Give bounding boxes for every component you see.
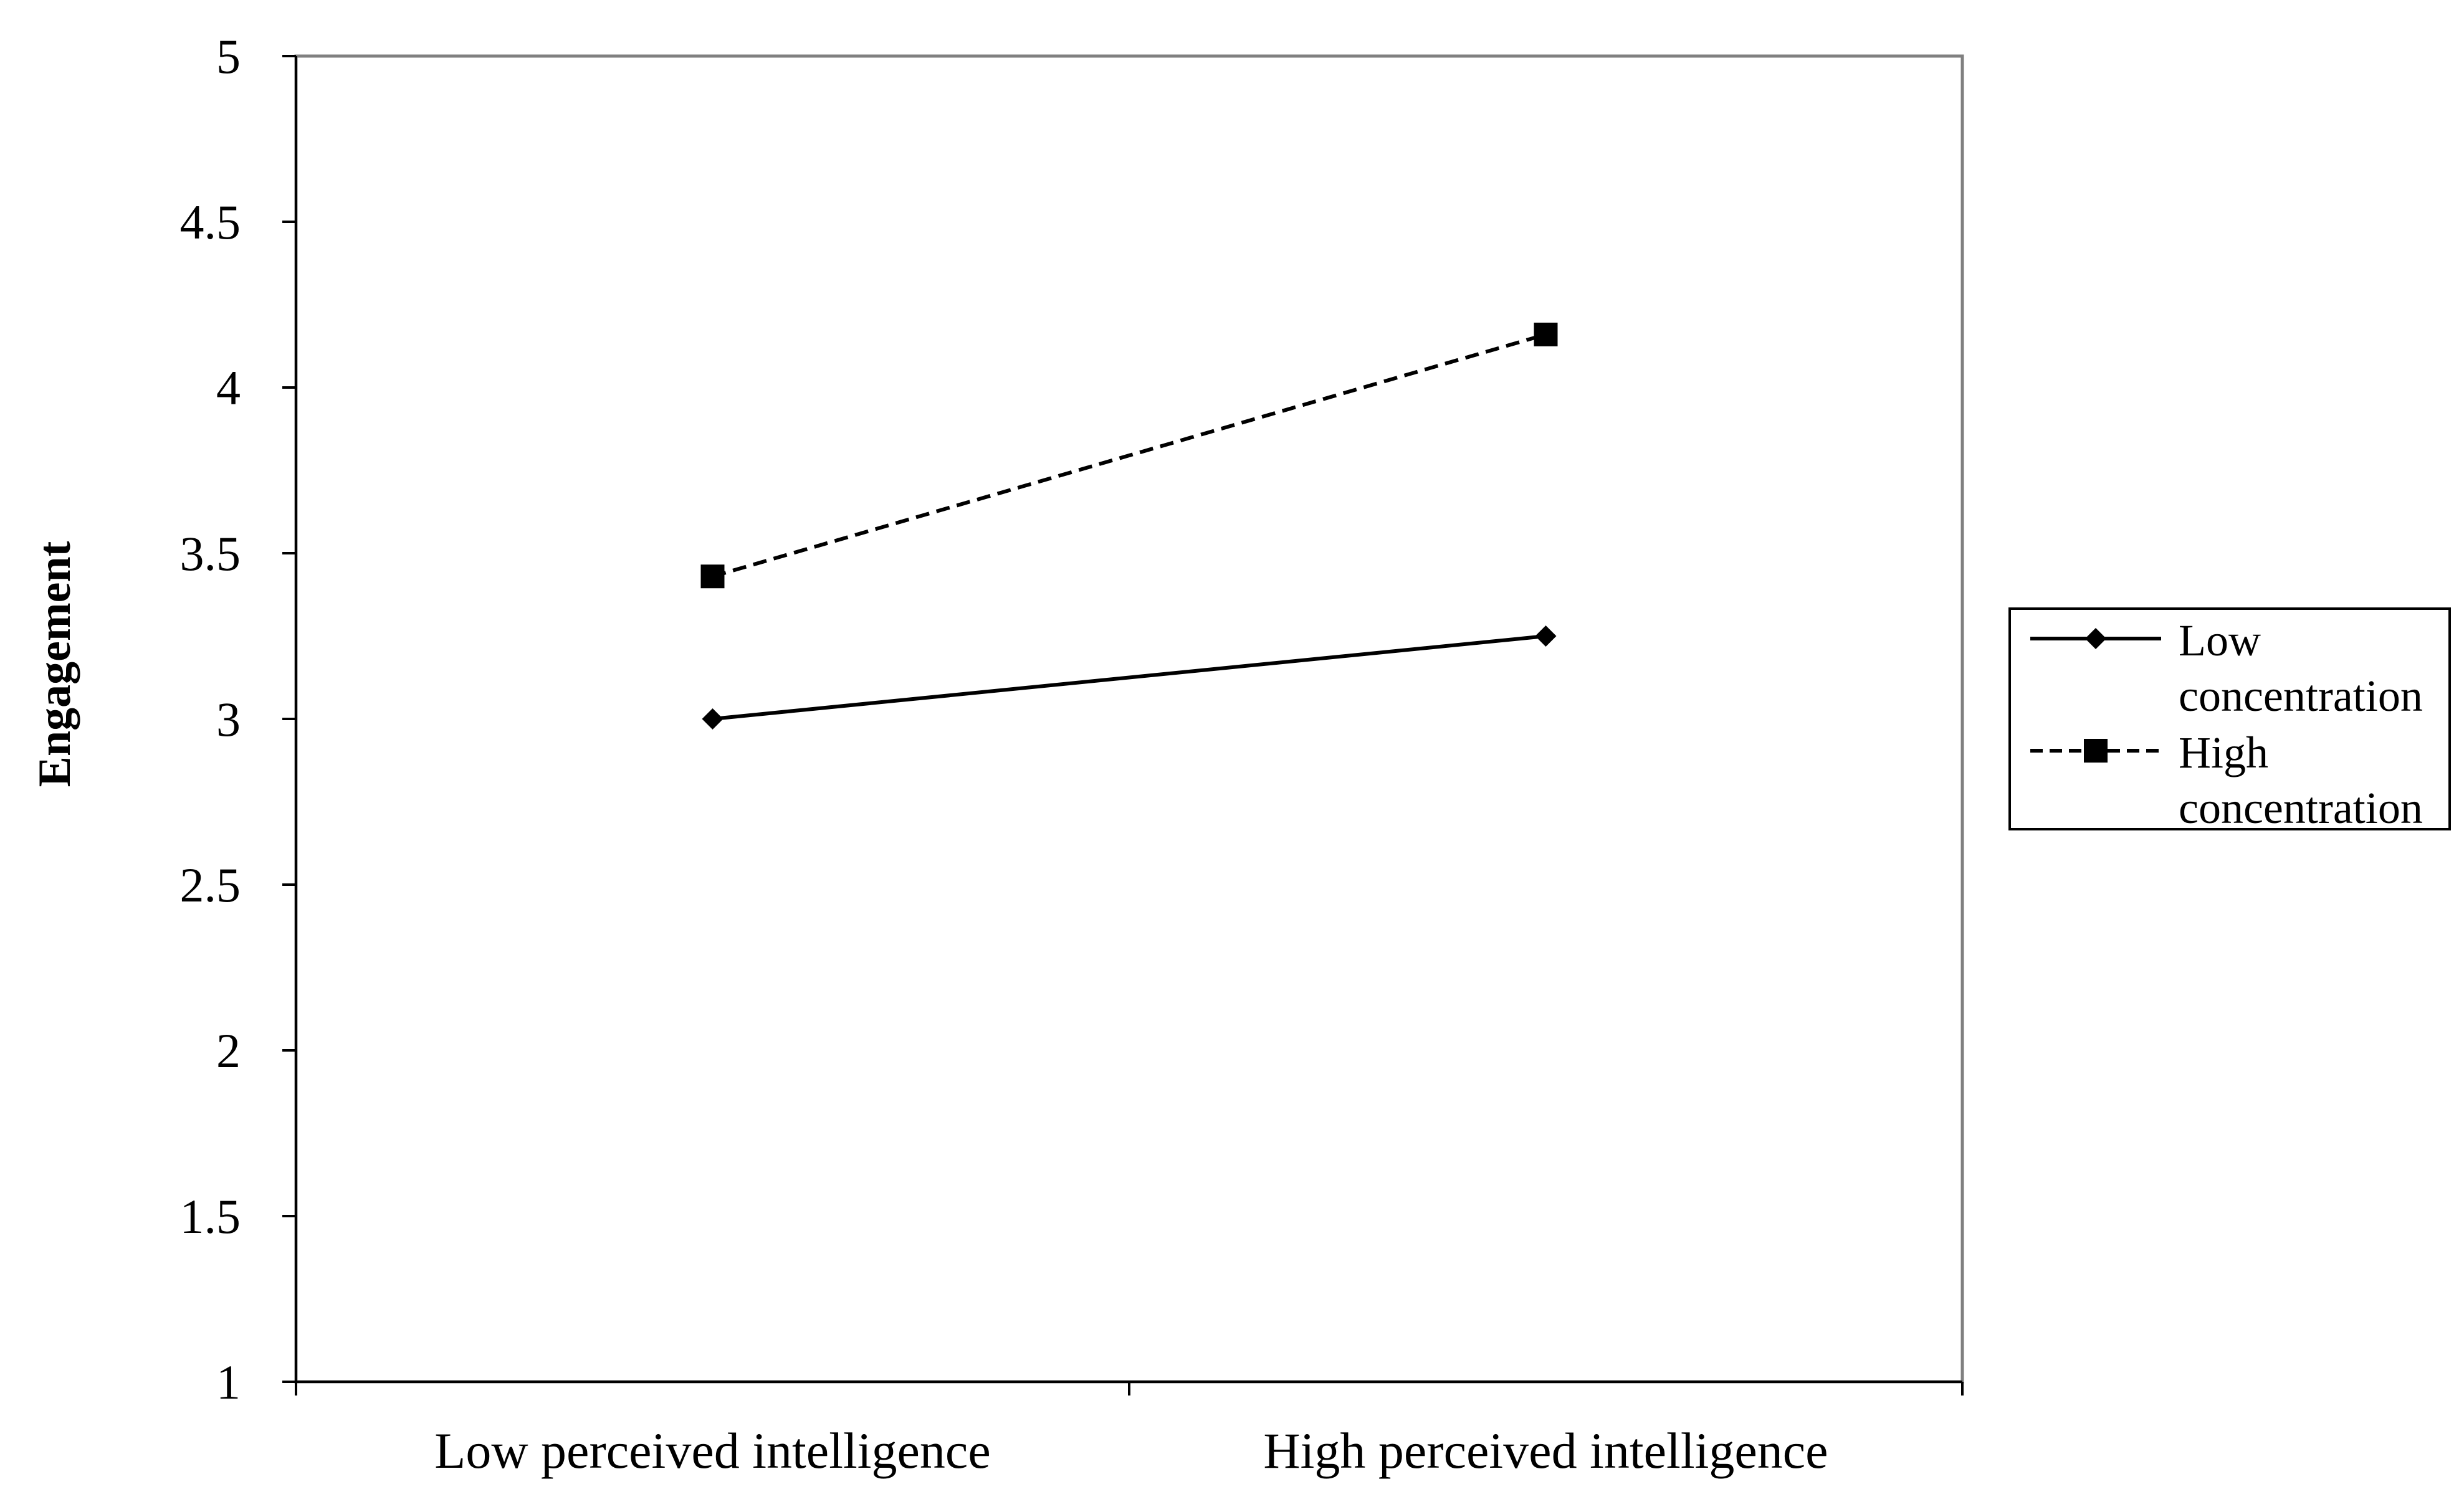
legend-box bbox=[2008, 607, 2451, 830]
y-tick-label: 3.5 bbox=[180, 526, 241, 581]
y-tick-label: 4.5 bbox=[180, 195, 241, 249]
plot-area bbox=[294, 54, 1964, 1384]
series-line-2 bbox=[712, 332, 1547, 579]
y-tick-label: 1 bbox=[216, 1355, 241, 1409]
data-point bbox=[1535, 625, 1557, 647]
legend-label: concentration bbox=[2179, 783, 2423, 833]
legend-label: concentration bbox=[2179, 671, 2423, 721]
y-axis-label: Engagement bbox=[29, 541, 80, 787]
legend: Low concentration High concentration bbox=[2008, 607, 2451, 833]
y-tick-label: 1.5 bbox=[180, 1189, 241, 1243]
legend-label: High bbox=[2179, 728, 2268, 777]
legend-label: Low bbox=[2179, 616, 2261, 665]
y-axis-ticks: 1 1.5 2 2.5 3 3.5 4 4.5 5 bbox=[180, 29, 296, 1409]
series-layer bbox=[700, 322, 1558, 730]
y-tick-label: 2.5 bbox=[180, 858, 241, 912]
legend-marker bbox=[2085, 628, 2106, 649]
y-tick-label: 2 bbox=[216, 1024, 241, 1078]
y-tick-label: 3 bbox=[216, 692, 241, 746]
data-point bbox=[1534, 322, 1558, 346]
data-point bbox=[700, 564, 725, 589]
x-tick-label: Low perceived intelligence bbox=[434, 1422, 990, 1479]
y-tick-label: 4 bbox=[216, 361, 241, 415]
legend-marker bbox=[2084, 739, 2108, 763]
x-axis-ticks: Low perceived intelligence High perceived… bbox=[295, 1382, 1964, 1479]
series-line-1 bbox=[712, 634, 1546, 721]
y-tick-label: 5 bbox=[216, 29, 241, 83]
x-tick-label: High perceived intelligence bbox=[1263, 1422, 1828, 1479]
data-point bbox=[702, 708, 723, 730]
